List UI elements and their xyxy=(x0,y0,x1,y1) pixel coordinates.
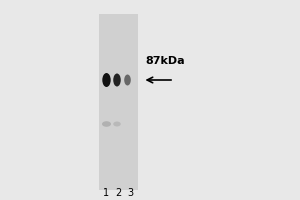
Ellipse shape xyxy=(124,74,131,86)
Text: 1: 1 xyxy=(103,188,109,198)
Text: 2: 2 xyxy=(116,188,122,198)
Ellipse shape xyxy=(102,73,111,87)
Ellipse shape xyxy=(102,121,111,127)
Text: 87kDa: 87kDa xyxy=(146,56,185,66)
Bar xyxy=(99,14,138,190)
Ellipse shape xyxy=(113,73,121,86)
Ellipse shape xyxy=(113,121,121,127)
Text: 3: 3 xyxy=(128,188,134,198)
